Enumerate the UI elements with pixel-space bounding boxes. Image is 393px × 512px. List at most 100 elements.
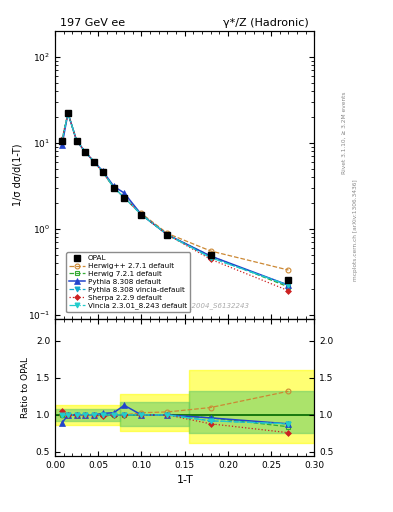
Pythia 8.308 vincia-default bbox=[122, 195, 127, 201]
Sherpa 2.2.9 default bbox=[66, 110, 70, 116]
Text: Rivet 3.1.10, ≥ 3.2M events: Rivet 3.1.10, ≥ 3.2M events bbox=[342, 92, 346, 175]
Sherpa 2.2.9 default bbox=[100, 169, 105, 176]
Pythia 8.308 default bbox=[83, 149, 88, 155]
Vincia 2.3.01_8.243 default bbox=[66, 110, 70, 116]
Herwig++ 2.7.1 default bbox=[83, 149, 88, 155]
Pythia 8.308 default bbox=[122, 190, 127, 196]
Vincia 2.3.01_8.243 default bbox=[208, 254, 213, 261]
Herwig++ 2.7.1 default bbox=[92, 159, 96, 165]
X-axis label: 1-T: 1-T bbox=[176, 475, 193, 485]
Vincia 2.3.01_8.243 default bbox=[286, 282, 291, 288]
Pythia 8.308 vincia-default bbox=[100, 168, 105, 175]
Herwig 7.2.1 default bbox=[122, 195, 127, 201]
Line: Pythia 8.308 vincia-default: Pythia 8.308 vincia-default bbox=[59, 111, 291, 288]
Pythia 8.308 default bbox=[112, 183, 116, 189]
Pythia 8.308 vincia-default bbox=[66, 110, 70, 116]
Text: 197 GeV ee: 197 GeV ee bbox=[60, 18, 125, 28]
Pythia 8.308 vincia-default bbox=[208, 254, 213, 261]
Sherpa 2.2.9 default bbox=[83, 149, 88, 155]
Y-axis label: 1/σ dσ/d(1-T): 1/σ dσ/d(1-T) bbox=[12, 143, 22, 206]
Herwig++ 2.7.1 default bbox=[60, 138, 64, 144]
Herwig 7.2.1 default bbox=[60, 138, 64, 144]
Sherpa 2.2.9 default bbox=[92, 159, 96, 165]
Text: mcplots.cern.ch [arXiv:1306.3436]: mcplots.cern.ch [arXiv:1306.3436] bbox=[353, 180, 358, 281]
OPAL bbox=[60, 138, 64, 144]
OPAL bbox=[83, 149, 88, 155]
Herwig 7.2.1 default bbox=[83, 149, 88, 155]
Pythia 8.308 vincia-default bbox=[139, 211, 144, 218]
Vincia 2.3.01_8.243 default bbox=[100, 168, 105, 175]
OPAL bbox=[74, 138, 79, 144]
Pythia 8.308 default bbox=[100, 168, 105, 174]
Sherpa 2.2.9 default bbox=[122, 195, 127, 201]
OPAL bbox=[92, 159, 96, 165]
Pythia 8.308 default bbox=[66, 110, 70, 116]
Pythia 8.308 vincia-default bbox=[165, 231, 170, 238]
OPAL bbox=[66, 110, 70, 116]
OPAL bbox=[165, 231, 170, 238]
OPAL bbox=[286, 278, 291, 284]
Pythia 8.308 vincia-default bbox=[92, 159, 96, 165]
Sherpa 2.2.9 default bbox=[112, 184, 116, 190]
OPAL bbox=[208, 251, 213, 258]
Vincia 2.3.01_8.243 default bbox=[139, 211, 144, 218]
OPAL bbox=[112, 184, 116, 190]
Herwig++ 2.7.1 default bbox=[122, 195, 127, 201]
Herwig 7.2.1 default bbox=[100, 168, 105, 175]
Sherpa 2.2.9 default bbox=[74, 138, 79, 144]
Pythia 8.308 default bbox=[286, 282, 291, 288]
Herwig 7.2.1 default bbox=[74, 138, 79, 144]
Line: Pythia 8.308 default: Pythia 8.308 default bbox=[59, 111, 291, 288]
Pythia 8.308 vincia-default bbox=[286, 282, 291, 288]
Herwig 7.2.1 default bbox=[112, 184, 116, 190]
Pythia 8.308 default bbox=[60, 142, 64, 148]
Herwig 7.2.1 default bbox=[92, 159, 96, 165]
Herwig++ 2.7.1 default bbox=[66, 110, 70, 116]
Pythia 8.308 default bbox=[208, 253, 213, 259]
Sherpa 2.2.9 default bbox=[286, 288, 291, 294]
Pythia 8.308 default bbox=[139, 211, 144, 218]
Line: Herwig 7.2.1 default: Herwig 7.2.1 default bbox=[59, 111, 291, 289]
Sherpa 2.2.9 default bbox=[165, 231, 170, 238]
Herwig 7.2.1 default bbox=[208, 253, 213, 259]
Sherpa 2.2.9 default bbox=[60, 136, 64, 142]
Pythia 8.308 vincia-default bbox=[112, 184, 116, 190]
Herwig++ 2.7.1 default bbox=[100, 168, 105, 175]
Line: OPAL: OPAL bbox=[59, 110, 292, 284]
Pythia 8.308 default bbox=[92, 159, 96, 165]
Herwig++ 2.7.1 default bbox=[112, 184, 116, 190]
Vincia 2.3.01_8.243 default bbox=[83, 149, 88, 155]
Vincia 2.3.01_8.243 default bbox=[165, 231, 170, 238]
Herwig 7.2.1 default bbox=[165, 231, 170, 238]
Vincia 2.3.01_8.243 default bbox=[122, 195, 127, 201]
Pythia 8.308 default bbox=[74, 138, 79, 144]
Pythia 8.308 default bbox=[165, 231, 170, 238]
Vincia 2.3.01_8.243 default bbox=[60, 138, 64, 144]
Herwig++ 2.7.1 default bbox=[208, 248, 213, 254]
Herwig 7.2.1 default bbox=[286, 284, 291, 290]
Legend: OPAL, Herwig++ 2.7.1 default, Herwig 7.2.1 default, Pythia 8.308 default, Pythia: OPAL, Herwig++ 2.7.1 default, Herwig 7.2… bbox=[66, 252, 190, 312]
Herwig++ 2.7.1 default bbox=[286, 267, 291, 273]
Pythia 8.308 vincia-default bbox=[83, 149, 88, 155]
Line: Herwig++ 2.7.1 default: Herwig++ 2.7.1 default bbox=[59, 111, 291, 272]
Vincia 2.3.01_8.243 default bbox=[112, 184, 116, 190]
Herwig++ 2.7.1 default bbox=[165, 230, 170, 237]
OPAL bbox=[100, 168, 105, 175]
Vincia 2.3.01_8.243 default bbox=[74, 138, 79, 144]
Sherpa 2.2.9 default bbox=[139, 211, 144, 218]
OPAL bbox=[122, 195, 127, 201]
Line: Vincia 2.3.01_8.243 default: Vincia 2.3.01_8.243 default bbox=[59, 111, 291, 288]
Herwig++ 2.7.1 default bbox=[139, 210, 144, 217]
Pythia 8.308 vincia-default bbox=[60, 138, 64, 144]
Vincia 2.3.01_8.243 default bbox=[92, 159, 96, 165]
Sherpa 2.2.9 default bbox=[208, 256, 213, 262]
Herwig 7.2.1 default bbox=[66, 110, 70, 116]
OPAL bbox=[139, 211, 144, 218]
Pythia 8.308 vincia-default bbox=[74, 138, 79, 144]
Herwig++ 2.7.1 default bbox=[74, 138, 79, 144]
Text: OPAL_2004_S6132243: OPAL_2004_S6132243 bbox=[171, 302, 250, 309]
Herwig 7.2.1 default bbox=[139, 211, 144, 218]
Text: γ*/Z (Hadronic): γ*/Z (Hadronic) bbox=[224, 18, 309, 28]
Line: Sherpa 2.2.9 default: Sherpa 2.2.9 default bbox=[60, 111, 290, 293]
Y-axis label: Ratio to OPAL: Ratio to OPAL bbox=[21, 357, 30, 418]
